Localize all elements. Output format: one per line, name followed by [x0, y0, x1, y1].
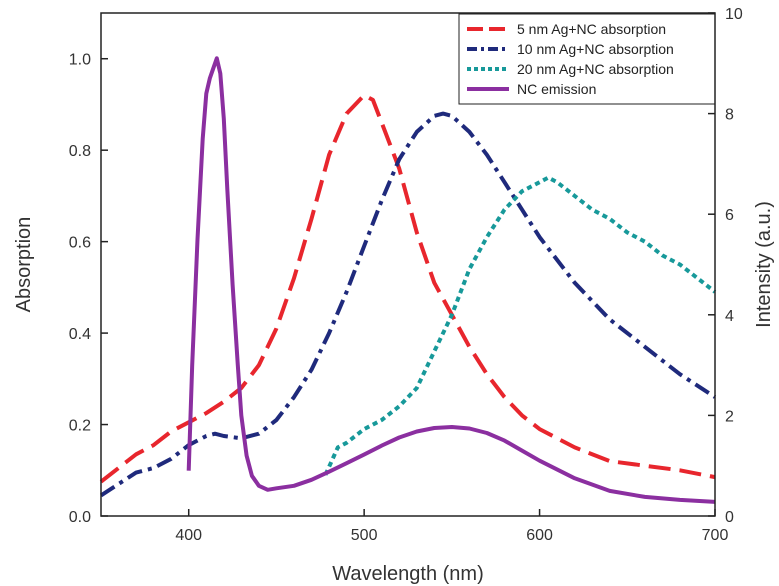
x-tick-label: 500	[351, 527, 378, 544]
x-tick-label: 400	[175, 527, 202, 544]
y-right-tick-label: 2	[725, 408, 734, 425]
x-tick-label: 700	[702, 527, 729, 544]
series-line-4	[186, 56, 716, 504]
x-tick-label: 600	[526, 527, 553, 544]
y-left-tick-label: 0.8	[69, 143, 91, 160]
legend: 5 nm Ag+NC absorption 10 nm Ag+NC absorpt…	[458, 13, 716, 105]
series-line-2	[99, 111, 717, 498]
plot-area	[99, 56, 717, 504]
legend-label-4: NC emission	[517, 81, 596, 97]
legend-label-2: 10 nm Ag+NC absorption	[517, 41, 674, 57]
y-right-tick-label: 8	[725, 107, 734, 124]
y-right-tick-label: 0	[725, 509, 734, 526]
y-left-tick-label: 0.0	[69, 509, 91, 526]
legend-label-3: 20 nm Ag+NC absorption	[517, 61, 674, 77]
series-line-3	[323, 175, 717, 476]
y-right-tick-label: 6	[725, 207, 734, 224]
y-left-axis-title: Absorption	[13, 217, 35, 313]
axes: 400 500 600 700 0.0 0.2 0.4 0.6 0.8 1.0 0 2 4 6 8 10 Wav…	[13, 6, 775, 585]
y-left-tick-label: 0.2	[69, 418, 91, 435]
y-left-tick-label: 0.4	[69, 326, 91, 343]
y-left-tick-label: 0.6	[69, 235, 91, 252]
plot-frame	[100, 12, 716, 517]
series-line-1	[99, 93, 716, 484]
legend-label-1: 5 nm Ag+NC absorption	[517, 21, 666, 37]
y-right-tick-label: 10	[725, 6, 743, 23]
y-right-tick-label: 4	[725, 308, 734, 325]
x-axis-title: Wavelength (nm)	[332, 563, 484, 585]
y-left-tick-label: 1.0	[69, 52, 91, 69]
y-right-axis-title: Intensity (a.u.)	[753, 201, 775, 328]
